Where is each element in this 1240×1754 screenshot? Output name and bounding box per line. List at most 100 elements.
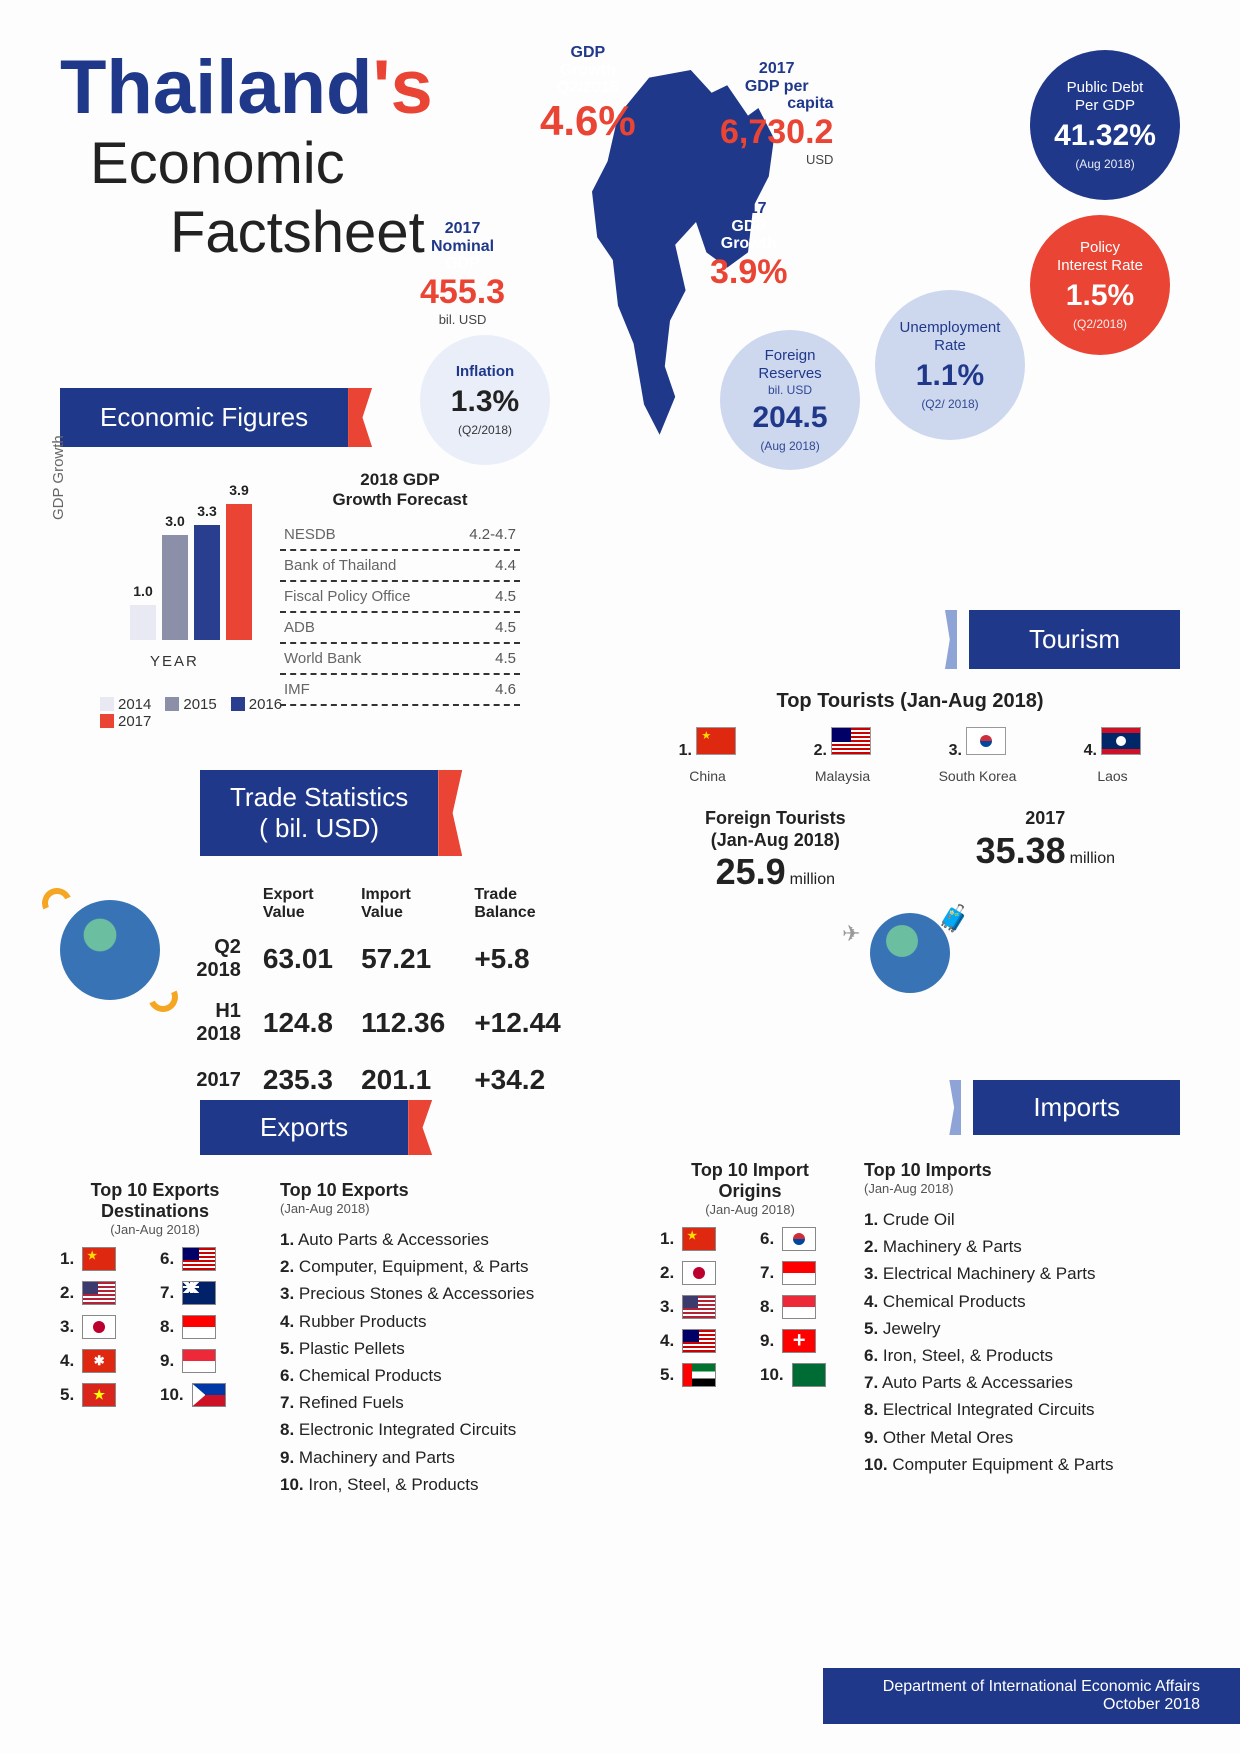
- chart-x-label: YEAR: [150, 653, 199, 670]
- chart-y-label: GDP Growth: [50, 435, 67, 520]
- stat-reserves: Foreign Reserves bil. USD 204.5 (Aug 201…: [720, 330, 860, 470]
- flag-rank-item: 6.: [760, 1227, 840, 1251]
- title-thailand: Thailand: [60, 45, 372, 130]
- flag-icon: [82, 1247, 116, 1271]
- list-item: 10. Computer Equipment & Parts: [864, 1451, 1180, 1478]
- flag-icon: [831, 727, 871, 755]
- flag-rank-item: 7.: [160, 1281, 240, 1305]
- flag-icon: [182, 1247, 216, 1271]
- stat-policy-rate: Policy Interest Rate 1.5% (Q2/2018): [1030, 215, 1170, 355]
- tourist-flag-item: 2.: [814, 727, 872, 760]
- flag-icon: [682, 1363, 716, 1387]
- flag-rank-item: 3.: [60, 1315, 140, 1339]
- stat-label: capita: [720, 95, 833, 113]
- tourist-flag-item: 4.: [1084, 727, 1142, 760]
- flag-rank-item: 5.: [60, 1383, 140, 1407]
- footer-credit: Department of International Economic Aff…: [823, 1668, 1240, 1724]
- stat-label: 2017: [420, 220, 505, 238]
- flag-icon: [682, 1329, 716, 1353]
- list-item: 5. Plastic Pellets: [280, 1335, 620, 1362]
- table-row: H1 2018124.8112.36+12.44: [182, 992, 578, 1054]
- flag-icon: [182, 1281, 216, 1305]
- list-item: 2. Computer, Equipment, & Parts: [280, 1253, 620, 1280]
- imports-items-title: Top 10 Imports: [864, 1160, 1180, 1181]
- tourism-section: Top Tourists (Jan-Aug 2018) 1. 2. 3. 4. …: [640, 690, 1180, 998]
- banner-exports: Exports: [200, 1100, 408, 1155]
- forecast-row: ADB4.5: [280, 613, 520, 644]
- list-item: 1. Crude Oil: [864, 1206, 1180, 1233]
- list-item: 4. Rubber Products: [280, 1308, 620, 1335]
- flag-icon: [82, 1315, 116, 1339]
- banner-trade-stats: Trade Statistics ( bil. USD): [200, 770, 438, 856]
- stat-label: Growth: [540, 62, 636, 80]
- flag-icon: [192, 1383, 226, 1407]
- flag-icon: [182, 1315, 216, 1339]
- flag-icon: [792, 1363, 826, 1387]
- tourist-stat: Foreign Tourists (Jan-Aug 2018)25.9milli…: [705, 808, 846, 893]
- legend-item: 2014: [100, 696, 151, 713]
- list-item: 1. Auto Parts & Accessories: [280, 1226, 620, 1253]
- imports-section: Top 10 Import Origins (Jan-Aug 2018) 1. 6…: [660, 1160, 1180, 1478]
- list-item: 6. Chemical Products: [280, 1362, 620, 1389]
- flag-rank-item: 8.: [160, 1315, 240, 1339]
- tourist-flag-item: 1.: [679, 727, 737, 760]
- legend-item: 2017: [100, 713, 151, 730]
- stat-value: 455.3: [420, 273, 505, 312]
- flag-rank-item: 4.: [60, 1349, 140, 1373]
- flag-rank-item: 1.: [60, 1247, 140, 1271]
- exports-period: (Jan-Aug 2018): [60, 1222, 250, 1237]
- stat-unit: bil. USD: [420, 312, 505, 327]
- flag-icon: [682, 1295, 716, 1319]
- legend-item: 2015: [165, 696, 216, 713]
- stat-label: GDP: [540, 44, 636, 62]
- list-item: 5. Jewelry: [864, 1315, 1180, 1342]
- table-row: Q2 201863.0157.21+5.8: [182, 928, 578, 990]
- trade-stats-table: Export ValueImport ValueTrade BalanceQ2 …: [180, 880, 580, 1106]
- chart-legend: 2014 2015 2016 2017: [100, 696, 296, 730]
- flag-icon: [782, 1227, 816, 1251]
- banner-tourism: Tourism: [969, 610, 1180, 669]
- flag-rank-item: 10.: [160, 1383, 240, 1407]
- stat-unemployment: Unemployment Rate 1.1% (Q2/ 2018): [875, 290, 1025, 440]
- forecast-row: IMF4.6: [280, 675, 520, 706]
- stat-value: 6,730.2: [720, 113, 833, 152]
- imports-period: (Jan-Aug 2018): [660, 1202, 840, 1217]
- flag-icon: [782, 1329, 816, 1353]
- stat-label: 2017: [710, 200, 788, 218]
- globe-tourist-icon: 🧳 ✈: [640, 913, 1180, 998]
- list-item: 9. Other Metal Ores: [864, 1424, 1180, 1451]
- flag-rank-item: 5.: [660, 1363, 740, 1387]
- forecast-title: 2018 GDP Growth Forecast: [280, 470, 520, 510]
- flag-rank-item: 2.: [660, 1261, 740, 1285]
- title-apostrophe: 's: [372, 45, 432, 130]
- stat-label: Q2/2018: [540, 79, 636, 97]
- flag-rank-item: 3.: [660, 1295, 740, 1319]
- list-item: 6. Iron, Steel, & Products: [864, 1342, 1180, 1369]
- stat-label: GDP: [420, 255, 505, 273]
- exports-section: Top 10 Exports Destinations (Jan-Aug 201…: [60, 1180, 620, 1498]
- flag-icon: [182, 1349, 216, 1373]
- flag-icon: [1101, 727, 1141, 755]
- flag-icon: [966, 727, 1006, 755]
- flag-rank-item: 1.: [660, 1227, 740, 1251]
- stat-value: 4.6%: [540, 97, 636, 145]
- flag-rank-item: 9.: [160, 1349, 240, 1373]
- flag-icon: [82, 1281, 116, 1305]
- globe-trade-icon: [60, 900, 160, 1000]
- chart-bar: 3.3: [194, 525, 220, 641]
- flag-icon: [682, 1261, 716, 1285]
- table-row: 2017235.3201.1+34.2: [182, 1056, 578, 1104]
- tourist-stat: 201735.38million: [976, 808, 1115, 893]
- imports-origin-title: Top 10 Import Origins: [660, 1160, 840, 1202]
- flag-icon: [682, 1227, 716, 1251]
- legend-item: 2016: [231, 696, 282, 713]
- stat-label: GDP: [710, 218, 788, 236]
- tourist-flag-item: 3.: [949, 727, 1007, 760]
- stat-inflation: Inflation 1.3% (Q2/2018): [420, 335, 550, 465]
- forecast-row: Fiscal Policy Office4.5: [280, 582, 520, 613]
- forecast-table: 2018 GDP Growth Forecast NESDB4.2-4.7Ban…: [280, 470, 520, 706]
- list-item: 9. Machinery and Parts: [280, 1444, 620, 1471]
- stat-value: 3.9%: [710, 253, 788, 292]
- banner-imports: Imports: [973, 1080, 1180, 1135]
- flag-rank-item: 10.: [760, 1363, 840, 1387]
